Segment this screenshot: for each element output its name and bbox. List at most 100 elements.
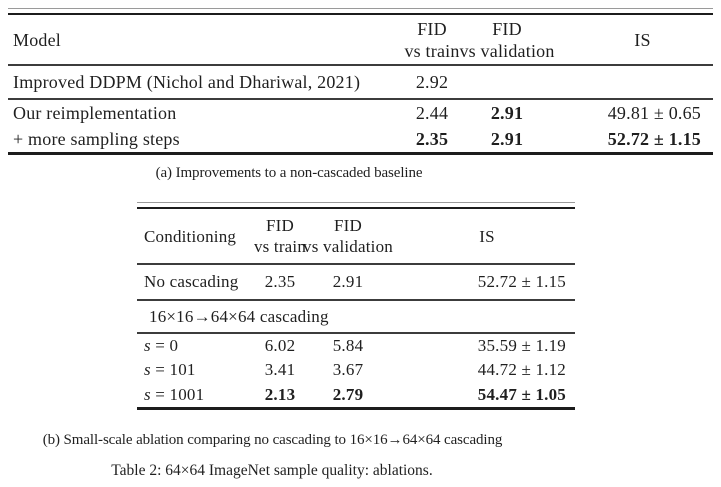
header-conditioning-label: Conditioning <box>144 226 237 246</box>
no-cascading-fid-validation-value: 2.91 <box>332 272 364 291</box>
s0-eq-label: = 0 <box>150 336 179 356</box>
s1001-eq-label: = 1001 <box>150 384 205 404</box>
table-a-mid-rule <box>8 98 713 100</box>
table-b-bottom-rule <box>137 406 575 410</box>
table-row-no-cascading: No cascading 2.35 2.91 52.72 ± 1.15 <box>137 265 575 299</box>
cascading-section-header: 16×16→64×64 cascading <box>137 301 575 332</box>
table-2-caption-text: Table 2: 64×64 ImageNet sample quality: … <box>111 462 433 479</box>
cell-fid-validation-s1001: 2.79 <box>313 383 383 407</box>
s0-is-value: 35.59 ± 1.19 <box>477 336 566 356</box>
s0-fid-train-value: 6.02 <box>264 336 296 356</box>
cell-fid-validation-s0: 5.84 <box>313 334 383 358</box>
cell-is-s101: 44.72 ± 1.12 <box>383 358 575 382</box>
cell-fid-train-s101: 3.41 <box>247 358 313 382</box>
cell-is-no-cascading: 52.72 ± 1.15 <box>383 265 575 299</box>
cell-is-more-steps: 52.72 ± 1.15 <box>538 126 713 152</box>
header-cell-fid-train-b: FID vs train <box>247 209 313 263</box>
header-fid-train-line2: vs train <box>404 40 460 61</box>
table-b-header-rule <box>137 263 575 265</box>
s101-is-value: 44.72 ± 1.12 <box>477 360 566 380</box>
header-cell-is-b: IS <box>383 209 575 263</box>
header-cell-fid-validation: FID vs validation <box>459 15 554 64</box>
table-row-more-sampling-steps: + more sampling steps 2.35 2.91 52.72 ± … <box>8 126 713 152</box>
header-fid-train-b-line1: FID <box>266 216 294 235</box>
header-fid-validation-line1: FID <box>492 18 522 39</box>
table-b: Conditioning FID vs train FID vs validat… <box>137 202 575 410</box>
table-b-mid-rule-1 <box>137 299 575 301</box>
more-steps-fid-validation-value: 2.91 <box>490 128 524 149</box>
header-fid-validation-b-line2: vs validation <box>303 237 393 256</box>
cell-is-reimplementation: 49.81 ± 0.65 <box>538 100 713 126</box>
baseline-fid-train-value: 2.92 <box>415 71 449 92</box>
header-cell-fid-validation-b: FID vs validation <box>303 209 393 263</box>
table-b-header-row: Conditioning FID vs train FID vs validat… <box>137 209 575 263</box>
table-row-baseline: Improved DDPM (Nichol and Dhariwal, 2021… <box>8 66 713 98</box>
table-row-s101: s = 101 3.41 3.67 44.72 ± 1.12 <box>137 358 575 382</box>
caption-a-text: (a) Improvements to a non-cascaded basel… <box>155 165 423 181</box>
more-steps-is-value: 52.72 ± 1.15 <box>607 128 701 149</box>
caption-b: (b) Small-scale ablation comparing no ca… <box>0 430 545 450</box>
reimplementation-fid-train-value: 2.44 <box>415 102 449 123</box>
cell-fid-train-s0: 6.02 <box>247 334 313 358</box>
cell-conditioning-s0: s = 0 <box>137 334 247 358</box>
header-fid-train-b-line2: vs train <box>253 237 307 256</box>
table-row-s1001: s = 1001 2.13 2.79 54.47 ± 1.05 <box>137 383 575 407</box>
table-a-header-rule <box>8 64 713 66</box>
table-a-top-rule <box>8 8 713 15</box>
header-model-label: Model <box>13 29 61 50</box>
header-fid-validation-b-line1: FID <box>334 216 362 235</box>
cell-fid-validation-more-steps: 2.91 <box>476 126 538 152</box>
table-a: Model FID vs train FID vs validation IS … <box>8 8 713 155</box>
table-b-mid-rule-2 <box>137 332 575 334</box>
cell-is-s0: 35.59 ± 1.19 <box>383 334 575 358</box>
s101-eq-label: = 101 <box>150 360 196 380</box>
table-a-header-row: Model FID vs train FID vs validation IS <box>8 15 713 64</box>
more-steps-fid-train-value: 2.35 <box>415 128 449 149</box>
caption-a: (a) Improvements to a non-cascaded basel… <box>0 163 578 183</box>
cell-model-reimplementation: Our reimplementation <box>8 100 388 126</box>
s1001-fid-train-value: 2.13 <box>264 384 296 404</box>
header-cell-conditioning: Conditioning <box>137 209 247 263</box>
reimplementation-fid-validation-value: 2.91 <box>490 102 524 123</box>
cell-fid-train-baseline: 2.92 <box>388 66 476 98</box>
cell-fid-train-s1001: 2.13 <box>247 383 313 407</box>
more-steps-model-label: + more sampling steps <box>13 128 180 149</box>
s0-var-label: s <box>144 336 151 356</box>
cell-fid-validation-s101: 3.67 <box>313 358 383 382</box>
s1001-is-value: 54.47 ± 1.05 <box>477 384 566 404</box>
cell-conditioning-no-cascading: No cascading <box>137 265 247 299</box>
header-fid-validation-line2: vs validation <box>459 40 555 61</box>
cell-conditioning-s101: s = 101 <box>137 358 247 382</box>
header-cell-fid-train: FID vs train <box>388 15 476 64</box>
reimplementation-model-label: Our reimplementation <box>13 102 177 123</box>
cell-fid-train-reimplementation: 2.44 <box>388 100 476 126</box>
cell-model-more-steps: + more sampling steps <box>8 126 388 152</box>
header-cell-model: Model <box>8 15 388 64</box>
baseline-model-label: Improved DDPM (Nichol and Dhariwal, 2021… <box>13 71 361 92</box>
cascading-section-label: 16×16→64×64 cascading <box>149 306 329 326</box>
table-a-bottom-rule <box>8 152 713 155</box>
cell-fid-validation-no-cascading: 2.91 <box>313 265 383 299</box>
cell-is-s1001: 54.47 ± 1.05 <box>383 383 575 407</box>
s101-fid-train-value: 3.41 <box>264 360 296 380</box>
table-row-cascading-section: 16×16→64×64 cascading <box>137 301 575 332</box>
no-cascading-is-value: 52.72 ± 1.15 <box>477 272 566 291</box>
cell-fid-train-more-steps: 2.35 <box>388 126 476 152</box>
cell-fid-train-no-cascading: 2.35 <box>247 265 313 299</box>
s1001-var-label: s <box>144 384 151 404</box>
header-is-b-label: IS <box>479 226 495 246</box>
cell-is-baseline <box>538 66 713 98</box>
header-is-label: IS <box>634 29 651 50</box>
header-fid-train-line1: FID <box>417 18 447 39</box>
cell-model-baseline: Improved DDPM (Nichol and Dhariwal, 2021… <box>8 66 388 98</box>
s1001-fid-validation-value: 2.79 <box>332 384 364 404</box>
table-b-top-rule <box>137 202 575 209</box>
no-cascading-fid-train-value: 2.35 <box>264 272 296 291</box>
no-cascading-label: No cascading <box>144 272 239 291</box>
s101-var-label: s <box>144 360 151 380</box>
cell-conditioning-s1001: s = 1001 <box>137 383 247 407</box>
header-cell-is: IS <box>538 15 713 64</box>
caption-b-text: (b) Small-scale ablation comparing no ca… <box>42 432 503 448</box>
table-2-caption: Table 2: 64×64 ImageNet sample quality: … <box>0 461 544 481</box>
